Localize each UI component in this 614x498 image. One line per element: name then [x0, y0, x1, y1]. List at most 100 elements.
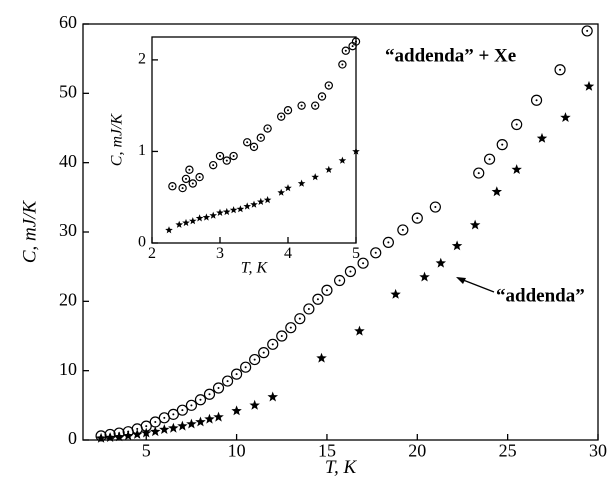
star-point	[113, 431, 125, 442]
circle-point	[222, 156, 231, 165]
circle-point-dot	[266, 127, 269, 130]
circle-point	[208, 160, 218, 170]
circle-point	[229, 151, 238, 161]
circle-point	[496, 139, 508, 151]
circle-point	[297, 101, 306, 110]
circle-point	[203, 388, 216, 400]
circle-point	[338, 60, 347, 69]
circle-point	[195, 172, 204, 182]
star-point	[352, 147, 360, 155]
circle-point	[194, 394, 207, 406]
y-tick-label: 20	[59, 289, 77, 309]
circle-point-dot	[226, 380, 229, 383]
circle-point-dot	[321, 95, 323, 98]
circle-point	[317, 92, 327, 101]
circle-point	[176, 404, 188, 416]
circle-point	[215, 151, 225, 161]
circle-point	[276, 330, 288, 342]
y-tick-label: 0	[138, 234, 146, 251]
circle-point-dot	[325, 289, 328, 292]
circle-point	[333, 274, 346, 287]
circle-point	[511, 118, 523, 131]
y-tick-label: 30	[59, 220, 77, 240]
circle-point	[311, 101, 320, 110]
star-point	[122, 430, 134, 441]
circle-point-dot	[181, 409, 184, 412]
star-point	[168, 422, 179, 433]
circle-point	[554, 64, 566, 76]
circle-point-dot	[217, 387, 220, 389]
star-point	[195, 416, 206, 427]
circle-point	[240, 361, 252, 373]
y-tick-label: 10	[59, 359, 77, 379]
star-point	[141, 427, 152, 438]
circle-point-dot	[280, 115, 283, 118]
star-point	[338, 156, 347, 164]
star-point	[390, 288, 401, 299]
star-point	[104, 432, 116, 442]
x-axis-label: T, K	[241, 259, 269, 276]
y-axis-label: C, mJ/K	[19, 200, 40, 264]
circle-point-dot	[188, 168, 191, 171]
circle-point-dot	[235, 373, 238, 376]
y-axis-label: C, mJ/K	[109, 112, 126, 166]
circle-point	[344, 265, 357, 278]
star-point	[354, 325, 365, 336]
star-point	[159, 424, 170, 434]
star-point	[223, 207, 231, 216]
circle-point-dot	[244, 366, 247, 369]
circle-point-dot	[171, 185, 174, 188]
star-point	[249, 399, 260, 410]
plot-frame	[151, 36, 357, 244]
circle-point	[370, 247, 382, 259]
circle-point	[473, 167, 485, 179]
circle-point	[530, 94, 543, 106]
circle-point-dot	[181, 187, 184, 190]
circle-point	[249, 142, 259, 152]
star-point	[186, 418, 197, 429]
circle-point	[581, 25, 593, 37]
circle-point	[303, 303, 315, 315]
y-tick-label: 50	[59, 81, 77, 101]
circle-point-dot	[253, 358, 256, 361]
x-tick-label: 5	[352, 245, 360, 262]
star-point	[297, 179, 306, 187]
circle-point-dot	[416, 217, 419, 220]
circle-point	[242, 138, 252, 147]
circle-point-dot	[401, 228, 404, 231]
circle-point-dot	[307, 307, 310, 310]
circle-point-dot	[199, 398, 202, 401]
circle-point	[188, 179, 197, 188]
circle-point	[178, 183, 187, 193]
star-point	[150, 426, 161, 437]
circle-point	[267, 338, 279, 350]
star-point	[583, 80, 595, 91]
circle-point-dot	[501, 143, 504, 146]
star-point	[267, 391, 278, 402]
circle-point	[312, 293, 324, 305]
x-tick-label: 5	[142, 441, 151, 461]
circle-point-dot	[198, 176, 201, 179]
circle-point-dot	[327, 84, 330, 87]
circle-point	[351, 37, 361, 46]
x-tick-label: 25	[499, 441, 517, 461]
circle-point	[357, 257, 369, 269]
circle-point-dot	[535, 99, 538, 102]
star-point	[491, 186, 502, 197]
star-point	[263, 196, 272, 204]
star-point	[182, 218, 190, 227]
circle-point	[212, 382, 225, 394]
circle-point-dot	[136, 427, 139, 430]
circle-point-dot	[259, 136, 262, 139]
star-point	[177, 420, 188, 431]
circle-point	[341, 46, 350, 55]
circle-point-dot	[262, 351, 265, 354]
star-point	[325, 165, 333, 173]
circle-point-dot	[387, 241, 390, 244]
circle-point	[185, 399, 198, 411]
circle-point-dot	[172, 413, 175, 416]
y-tick-label: 1	[138, 142, 146, 159]
circle-point-dot	[225, 159, 228, 162]
circle-point	[221, 375, 234, 387]
star-point	[257, 197, 265, 205]
